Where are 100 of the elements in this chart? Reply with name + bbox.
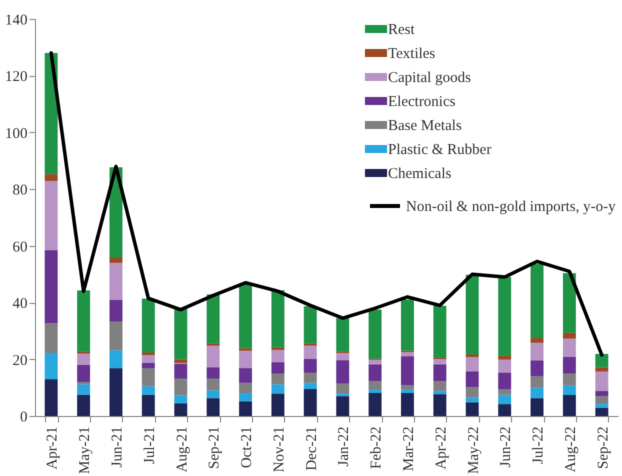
bar xyxy=(562,273,576,333)
bar xyxy=(206,390,220,398)
bar xyxy=(271,394,284,416)
bar xyxy=(239,348,252,351)
bar xyxy=(304,346,317,359)
bar xyxy=(498,389,512,395)
bar xyxy=(174,378,188,396)
bar xyxy=(595,396,608,404)
bar xyxy=(336,318,350,352)
bar xyxy=(109,257,122,263)
bar xyxy=(595,404,608,408)
bar xyxy=(368,310,382,359)
bar xyxy=(498,394,512,404)
bar xyxy=(530,388,544,398)
bar xyxy=(498,360,512,373)
bar xyxy=(174,403,188,416)
bar xyxy=(562,395,576,416)
x-tick-label: Jul-22 xyxy=(530,426,547,464)
legend-label: Non-oil & non-gold imports, y-o-y xyxy=(406,199,616,215)
bar xyxy=(368,393,382,416)
bar xyxy=(271,350,284,362)
bar xyxy=(206,378,220,390)
bar xyxy=(142,355,155,363)
x-tick-label: Apr-22 xyxy=(433,426,450,470)
bar xyxy=(433,381,446,391)
bar xyxy=(44,323,58,354)
y-tick-label: 60 xyxy=(12,239,28,256)
bar xyxy=(466,371,479,388)
bar xyxy=(271,384,284,394)
bar xyxy=(206,346,220,368)
bar xyxy=(109,368,122,416)
bar xyxy=(271,347,284,350)
bar xyxy=(174,359,188,363)
bar xyxy=(530,338,544,343)
bar xyxy=(271,362,284,374)
bar xyxy=(498,277,512,356)
bar xyxy=(109,350,122,368)
y-tick-label: 0 xyxy=(20,410,28,426)
bar xyxy=(77,364,90,382)
bar xyxy=(174,309,188,360)
x-tick-label: Jun-21 xyxy=(109,426,126,468)
x-tick-label: Jul-21 xyxy=(142,426,158,464)
bar xyxy=(77,290,90,352)
x-tick-label: Nov-21 xyxy=(271,426,288,472)
bar xyxy=(400,352,414,356)
bar xyxy=(530,342,544,360)
bar xyxy=(368,364,382,382)
bar xyxy=(595,367,608,372)
x-tick-label: Jan-22 xyxy=(336,426,352,466)
bar xyxy=(44,174,58,181)
bar xyxy=(433,394,446,416)
bar xyxy=(433,364,446,382)
bar xyxy=(239,393,252,402)
bar xyxy=(239,368,252,383)
bar xyxy=(400,385,414,390)
legend-label: Capital goods xyxy=(388,70,472,86)
bar xyxy=(595,354,608,368)
bar xyxy=(142,368,155,386)
bar xyxy=(77,354,90,365)
legend-label: Plastic & Rubber xyxy=(388,142,492,158)
bar xyxy=(142,298,155,352)
bar xyxy=(562,356,576,374)
bar xyxy=(595,371,608,392)
bar xyxy=(466,397,479,402)
x-tick-label: Sep-22 xyxy=(595,426,612,469)
bar xyxy=(271,374,284,384)
bar xyxy=(562,338,576,357)
bar xyxy=(336,394,350,396)
bar xyxy=(498,355,512,360)
bar xyxy=(336,360,350,384)
bar xyxy=(530,398,544,416)
bar xyxy=(530,360,544,376)
x-tick-label: Sep-21 xyxy=(206,426,223,469)
bar xyxy=(368,360,382,364)
bar xyxy=(109,322,122,350)
legend-label: Textiles xyxy=(388,46,436,62)
bar xyxy=(466,354,479,358)
bar xyxy=(530,264,544,338)
bar xyxy=(44,180,58,250)
bar xyxy=(400,390,414,394)
x-tick-label: Aug-21 xyxy=(174,426,190,472)
x-tick-label: May-22 xyxy=(466,426,482,474)
bar xyxy=(77,384,90,395)
x-tick-label: Mar-22 xyxy=(400,426,417,472)
bar xyxy=(368,390,382,394)
x-tick-label: Apr-21 xyxy=(44,426,61,470)
y-tick-label: 140 xyxy=(5,12,28,28)
x-tick-label: Aug-22 xyxy=(562,426,579,472)
bar xyxy=(368,381,382,390)
bar xyxy=(400,299,414,351)
bar xyxy=(142,362,155,368)
bar xyxy=(400,356,414,386)
bar xyxy=(44,379,58,416)
bar xyxy=(174,395,188,404)
bar xyxy=(562,385,576,396)
bar xyxy=(174,364,188,379)
bar xyxy=(562,373,576,386)
bar xyxy=(498,404,512,416)
bar xyxy=(466,357,479,372)
bar xyxy=(433,306,446,358)
